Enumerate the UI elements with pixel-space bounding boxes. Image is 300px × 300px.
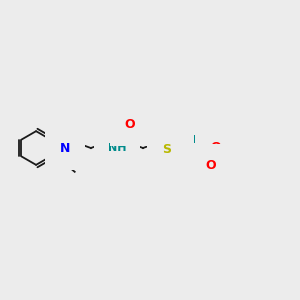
Text: NH: NH <box>108 143 126 153</box>
Text: N: N <box>164 142 174 154</box>
Text: S: S <box>162 143 171 156</box>
Text: O: O <box>168 139 179 152</box>
Text: O: O <box>210 141 221 154</box>
Text: NH: NH <box>193 135 212 145</box>
Text: O: O <box>125 118 135 131</box>
Text: O: O <box>206 159 216 172</box>
Text: N: N <box>60 142 70 154</box>
